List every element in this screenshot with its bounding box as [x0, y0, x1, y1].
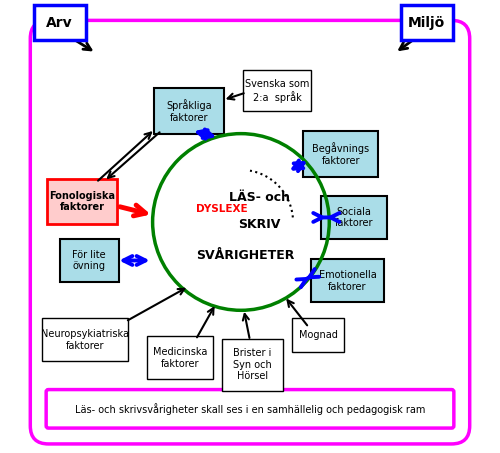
Text: Svenska som
2:a  språk: Svenska som 2:a språk: [245, 79, 310, 102]
Text: Miljö: Miljö: [408, 16, 446, 29]
Text: Arv: Arv: [46, 16, 73, 29]
Text: För lite
övning: För lite övning: [72, 250, 106, 271]
Text: Neuropsykiatriska
faktorer: Neuropsykiatriska faktorer: [40, 329, 128, 351]
Text: SKRIV: SKRIV: [238, 218, 280, 231]
Text: Språkliga
faktorer: Språkliga faktorer: [166, 99, 212, 123]
FancyBboxPatch shape: [46, 390, 454, 428]
Text: Begåvnings
faktorer: Begåvnings faktorer: [312, 142, 369, 166]
FancyBboxPatch shape: [400, 5, 452, 40]
Text: Fonologiska
faktorer: Fonologiska faktorer: [50, 191, 116, 212]
Text: Läs- och skrivsvårigheter skall ses i en samhällelig och pedagogisk ram: Läs- och skrivsvårigheter skall ses i en…: [75, 403, 425, 415]
FancyBboxPatch shape: [311, 259, 384, 303]
FancyBboxPatch shape: [292, 318, 344, 352]
FancyBboxPatch shape: [42, 318, 128, 361]
FancyBboxPatch shape: [243, 70, 311, 111]
FancyBboxPatch shape: [322, 196, 387, 239]
Text: Mognad: Mognad: [298, 330, 338, 340]
FancyBboxPatch shape: [222, 339, 283, 390]
Text: Medicinska
faktorer: Medicinska faktorer: [152, 347, 207, 369]
FancyBboxPatch shape: [60, 239, 118, 282]
Text: Sociala
faktorer: Sociala faktorer: [335, 207, 374, 228]
FancyBboxPatch shape: [34, 5, 86, 40]
Text: Emotionella
faktorer: Emotionella faktorer: [318, 270, 376, 292]
FancyBboxPatch shape: [147, 336, 212, 380]
FancyBboxPatch shape: [154, 88, 224, 134]
Text: DYSLEXE: DYSLEXE: [196, 204, 248, 214]
FancyBboxPatch shape: [303, 131, 378, 177]
FancyBboxPatch shape: [30, 20, 469, 444]
Text: SVÅRIGHETER: SVÅRIGHETER: [196, 250, 294, 262]
Text: Brister i
Syn och
Hörsel: Brister i Syn och Hörsel: [233, 348, 272, 381]
FancyBboxPatch shape: [48, 179, 117, 224]
Text: LÄS- och: LÄS- och: [228, 191, 290, 203]
